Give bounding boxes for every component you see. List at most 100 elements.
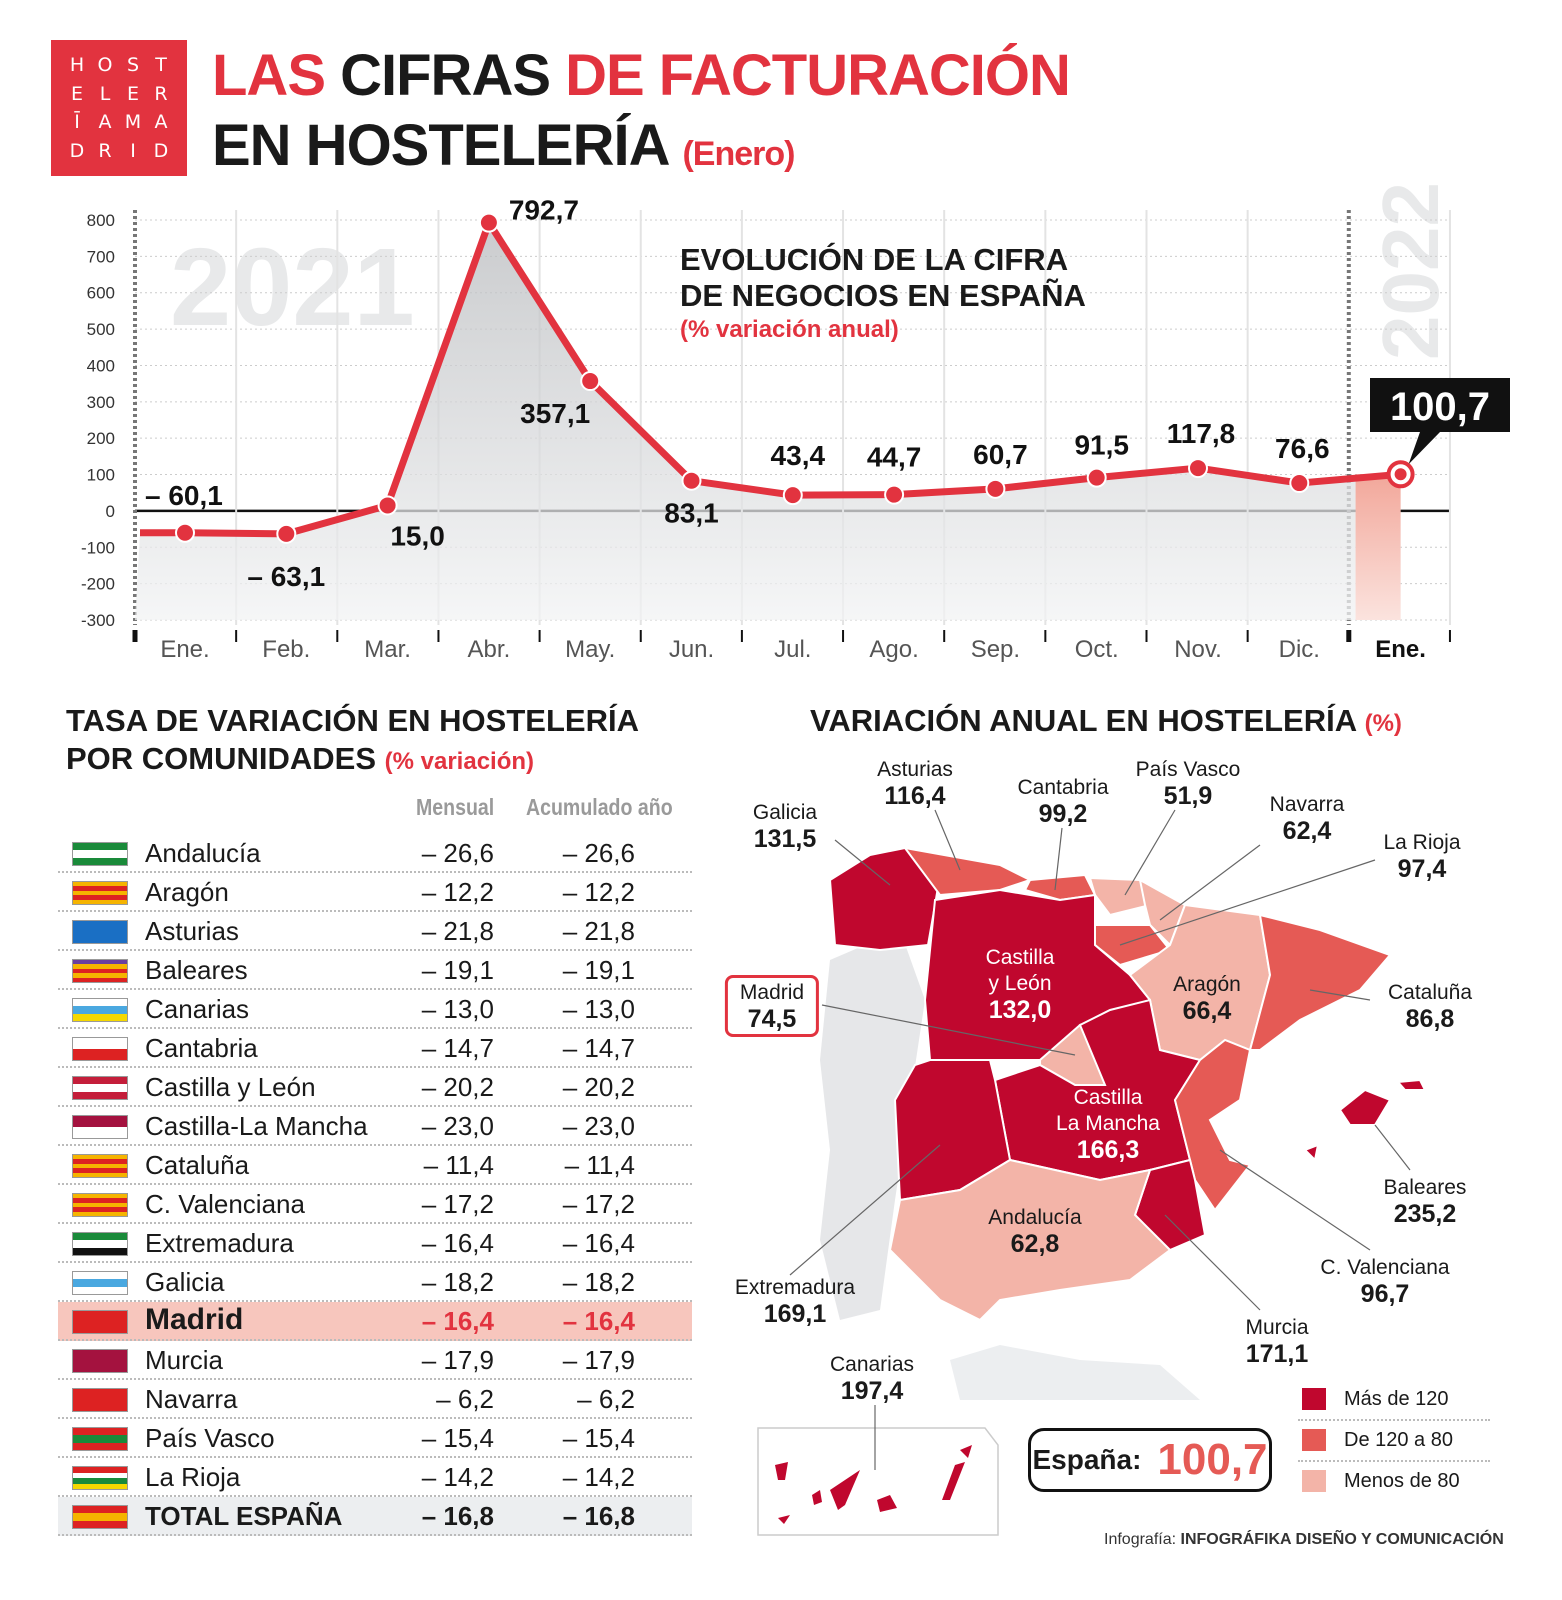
data-label: 83,1 xyxy=(664,498,719,529)
mensual-value: – 23,0 xyxy=(421,1111,494,1141)
table-row: Murcia – 17,9 – 17,9 xyxy=(58,1341,692,1380)
region-name: Madrid xyxy=(145,1303,244,1336)
logo-letter: M xyxy=(124,111,142,134)
y-tick-label: 500 xyxy=(87,320,115,339)
acumulado-value: – 6,2 xyxy=(577,1384,635,1414)
region-cataluna xyxy=(1248,913,1392,1051)
acumulado-value: – 13,0 xyxy=(562,994,635,1024)
acumulado-value: – 19,1 xyxy=(562,955,635,985)
map-label-baleares: Baleares 235,2 xyxy=(1383,1176,1467,1228)
acumulado-value: – 16,4 xyxy=(562,1228,635,1258)
x-tick-label: Mar. xyxy=(364,636,411,663)
table-title: TASA DE VARIACIÓN EN HOSTELERÍA POR COMUN… xyxy=(66,703,639,776)
map-label-madrid: Madrid 74,5 xyxy=(724,975,820,1037)
x-tick-label: May. xyxy=(565,636,615,663)
mensual-value: – 19,1 xyxy=(421,955,494,985)
flag-icon xyxy=(72,1193,128,1217)
x-tick-label: Jun. xyxy=(669,636,714,663)
last-value-label: 100,7 xyxy=(1390,385,1490,429)
data-point xyxy=(175,522,195,543)
region-name: Aragón xyxy=(145,877,229,907)
logo-letter: A xyxy=(154,111,168,134)
x-tick-label: Abr. xyxy=(468,636,511,663)
x-tick-label: Jul. xyxy=(774,636,811,663)
x-tick-label: Sep. xyxy=(971,636,1020,663)
data-label: – 63,1 xyxy=(247,561,325,592)
table-row: La Rioja – 14,2 – 14,2 xyxy=(58,1458,692,1497)
year-watermark-2022: 2022 xyxy=(1366,182,1455,360)
region-name: Baleares xyxy=(145,955,248,985)
region-asturias xyxy=(902,846,1033,897)
flag-icon xyxy=(72,1310,128,1334)
region-name: Cantabria xyxy=(145,1033,258,1063)
flag-icon xyxy=(72,1388,128,1412)
logo-letter: E xyxy=(126,82,139,105)
region-name: Extremadura xyxy=(145,1228,294,1258)
acumulado-value: – 14,7 xyxy=(562,1033,635,1063)
flag-icon xyxy=(72,1076,128,1100)
y-tick-label: 100 xyxy=(87,466,115,485)
map-label-andaluc-a: Andalucía 62,8 xyxy=(988,1206,1082,1258)
y-tick-label: 400 xyxy=(87,356,115,375)
data-point xyxy=(681,470,702,491)
data-label: 15,0 xyxy=(390,520,445,551)
region-name: Canarias xyxy=(145,994,250,1024)
flag-icon xyxy=(72,959,128,983)
logo-letter: E xyxy=(70,82,83,105)
mensual-value: – 17,9 xyxy=(421,1345,494,1375)
acumulado-value: – 12,2 xyxy=(562,877,635,907)
flag-icon xyxy=(72,1115,128,1139)
region-name: Cataluña xyxy=(145,1150,250,1180)
flag-icon xyxy=(72,1466,128,1490)
table-row: Asturias – 21,8 – 21,8 xyxy=(58,912,692,951)
column-header-acumulado: Acumulado año xyxy=(526,794,673,820)
legend-item-mid: De 120 a 80 xyxy=(1298,1421,1490,1462)
mensual-value: – 26,6 xyxy=(421,838,494,868)
table-row: TOTAL ESPAÑA – 16,8 – 16,8 xyxy=(58,1497,692,1536)
column-header-mensual: Mensual xyxy=(416,794,495,820)
data-point-inner xyxy=(1394,468,1407,481)
data-label: 91,5 xyxy=(1074,430,1129,461)
flag-icon xyxy=(72,1505,128,1529)
y-tick-label: 300 xyxy=(87,393,115,412)
x-tick-label: Ene. xyxy=(160,636,209,663)
map-label-extremadura: Extremadura 169,1 xyxy=(734,1276,856,1328)
map-label-arag-n: Aragón 66,4 xyxy=(1173,973,1241,1025)
logo-letter: D xyxy=(69,139,85,162)
map-label-c-valenciana: C. Valenciana 96,7 xyxy=(1320,1256,1450,1308)
flag-icon xyxy=(72,1232,128,1256)
legend-item-low: Menos de 80 xyxy=(1298,1462,1490,1503)
region-name: Galicia xyxy=(145,1267,225,1297)
logo-letter: T xyxy=(155,54,167,77)
year-watermark-2021: 2021 xyxy=(170,226,415,349)
table-row: Navarra – 6,2 – 6,2 xyxy=(58,1380,692,1419)
table-row: Canarias – 13,0 – 13,0 xyxy=(58,990,692,1029)
region-name: Asturias xyxy=(145,916,239,946)
x-tick-label: Dic. xyxy=(1279,636,1320,663)
x-tick-label: Ago. xyxy=(869,636,918,663)
data-point xyxy=(377,495,398,516)
mensual-value: – 17,2 xyxy=(421,1189,494,1219)
africa-shape xyxy=(950,1345,1200,1400)
acumulado-value: – 17,2 xyxy=(562,1189,635,1219)
y-tick-label: 0 xyxy=(106,502,115,521)
map-label-la-rioja: La Rioja 97,4 xyxy=(1383,831,1461,883)
y-tick-label: 200 xyxy=(87,429,115,448)
mensual-value: – 16,4 xyxy=(421,1228,494,1258)
region-name: La Rioja xyxy=(145,1462,241,1492)
region-name: TOTAL ESPAÑA xyxy=(145,1501,343,1531)
data-point xyxy=(276,523,297,544)
map-label-castilla: Castilla La Mancha 166,3 xyxy=(1056,1086,1160,1164)
flag-icon xyxy=(72,998,128,1022)
mensual-value: – 16,8 xyxy=(421,1501,494,1531)
region-name: Castilla y León xyxy=(145,1072,316,1102)
x-tick-label: Nov. xyxy=(1174,636,1222,663)
data-point xyxy=(580,371,601,392)
region-name: Navarra xyxy=(145,1384,238,1414)
flag-icon xyxy=(72,1427,128,1451)
flag-icon xyxy=(72,1037,128,1061)
logo-letter: L xyxy=(99,82,111,105)
data-label: 117,8 xyxy=(1167,418,1236,449)
mensual-value: – 12,2 xyxy=(421,877,494,907)
